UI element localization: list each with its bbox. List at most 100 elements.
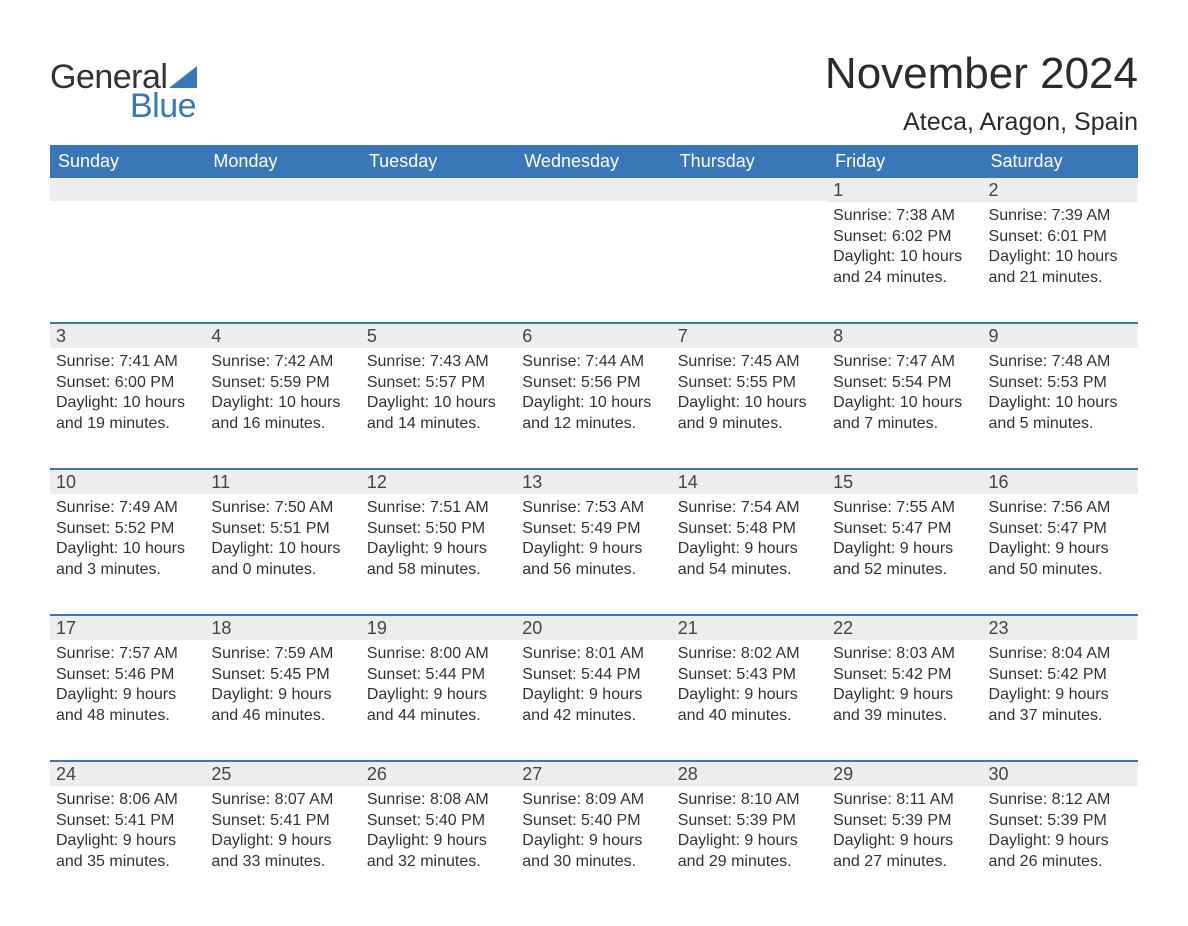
daylight-text: Daylight: 9 hours and 37 minutes. <box>989 685 1132 726</box>
day-number: 12 <box>361 470 516 494</box>
sunrise-text: Sunrise: 7:55 AM <box>833 498 976 518</box>
calendar-day-cell: 23Sunrise: 8:04 AMSunset: 5:42 PMDayligh… <box>983 616 1138 740</box>
weekday-header: Thursday <box>672 145 827 178</box>
day-details <box>205 201 360 211</box>
calendar-day-cell: 2Sunrise: 7:39 AMSunset: 6:01 PMDaylight… <box>983 178 1138 302</box>
daylight-text: Daylight: 9 hours and 39 minutes. <box>833 685 976 726</box>
sunset-text: Sunset: 5:52 PM <box>56 519 199 539</box>
calendar-day-cell: 24Sunrise: 8:06 AMSunset: 5:41 PMDayligh… <box>50 762 205 886</box>
week-spacer <box>50 740 1138 760</box>
daylight-text: Daylight: 9 hours and 50 minutes. <box>989 539 1132 580</box>
calendar-day-cell: 19Sunrise: 8:00 AMSunset: 5:44 PMDayligh… <box>361 616 516 740</box>
day-number: 18 <box>205 616 360 640</box>
sunrise-text: Sunrise: 8:07 AM <box>211 790 354 810</box>
day-details: Sunrise: 7:57 AMSunset: 5:46 PMDaylight:… <box>50 640 205 732</box>
daylight-text: Daylight: 9 hours and 58 minutes. <box>367 539 510 580</box>
day-details: Sunrise: 7:45 AMSunset: 5:55 PMDaylight:… <box>672 348 827 440</box>
sunrise-text: Sunrise: 7:45 AM <box>678 352 821 372</box>
calendar-day-cell: 10Sunrise: 7:49 AMSunset: 5:52 PMDayligh… <box>50 470 205 594</box>
daylight-text: Daylight: 9 hours and 54 minutes. <box>678 539 821 580</box>
day-number: 28 <box>672 762 827 786</box>
daylight-text: Daylight: 10 hours and 14 minutes. <box>367 393 510 434</box>
week-spacer <box>50 302 1138 322</box>
brand-logo: General Blue <box>50 58 197 126</box>
sunset-text: Sunset: 5:43 PM <box>678 665 821 685</box>
brand-text-blue: Blue <box>130 87 197 126</box>
day-number: 8 <box>827 324 982 348</box>
sunset-text: Sunset: 5:39 PM <box>989 811 1132 831</box>
day-number: 25 <box>205 762 360 786</box>
sunrise-text: Sunrise: 7:47 AM <box>833 352 976 372</box>
calendar-day-cell <box>205 178 360 302</box>
calendar-day-cell: 14 Sunrise: 7:54 AMSunset: 5:48 PMDayligh… <box>672 470 827 594</box>
day-details: Sunrise: 8:11 AMSunset: 5:39 PMDaylight:… <box>827 786 982 878</box>
calendar-day-cell: 29Sunrise: 8:11 AMSunset: 5:39 PMDayligh… <box>827 762 982 886</box>
day-details: Sunrise: 7:53 AMSunset: 5:49 PMDaylight:… <box>516 494 671 586</box>
sunset-text: Sunset: 5:45 PM <box>211 665 354 685</box>
sunrise-text: Sunrise: 8:03 AM <box>833 644 976 664</box>
day-details: Sunrise: 7:50 AMSunset: 5:51 PMDaylight:… <box>205 494 360 586</box>
day-number: 7 <box>672 324 827 348</box>
day-details: Sunrise: 7:48 AMSunset: 5:53 PMDaylight:… <box>983 348 1138 440</box>
sunset-text: Sunset: 5:48 PM <box>678 519 821 539</box>
sunrise-text: Sunrise: 7:42 AM <box>211 352 354 372</box>
daylight-text: Daylight: 9 hours and 46 minutes. <box>211 685 354 726</box>
day-details: Sunrise: 7:51 AMSunset: 5:50 PMDaylight:… <box>361 494 516 586</box>
calendar-week: 3Sunrise: 7:41 AMSunset: 6:00 PMDaylight… <box>50 322 1138 448</box>
sunrise-text: Sunrise: 7:57 AM <box>56 644 199 664</box>
sunrise-text: Sunrise: 8:10 AM <box>678 790 821 810</box>
sunset-text: Sunset: 5:55 PM <box>678 373 821 393</box>
day-number: 4 <box>205 324 360 348</box>
calendar-day-cell: 13Sunrise: 7:53 AMSunset: 5:49 PMDayligh… <box>516 470 671 594</box>
day-details: Sunrise: 8:12 AMSunset: 5:39 PMDaylight:… <box>983 786 1138 878</box>
day-details: Sunrise: 7:42 AMSunset: 5:59 PMDaylight:… <box>205 348 360 440</box>
day-details: Sunrise: 8:08 AMSunset: 5:40 PMDaylight:… <box>361 786 516 878</box>
day-number: 1 <box>827 178 982 202</box>
day-details: Sunrise: 8:06 AMSunset: 5:41 PMDaylight:… <box>50 786 205 878</box>
weekday-header: Wednesday <box>516 145 671 178</box>
day-details: Sunrise: 8:04 AMSunset: 5:42 PMDaylight:… <box>983 640 1138 732</box>
daylight-text: Daylight: 10 hours and 7 minutes. <box>833 393 976 434</box>
daylight-text: Daylight: 10 hours and 12 minutes. <box>522 393 665 434</box>
sunrise-text: Sunrise: 7:49 AM <box>56 498 199 518</box>
calendar-week: 10Sunrise: 7:49 AMSunset: 5:52 PMDayligh… <box>50 468 1138 594</box>
daylight-text: Daylight: 9 hours and 48 minutes. <box>56 685 199 726</box>
sunset-text: Sunset: 5:47 PM <box>833 519 976 539</box>
day-number: 15 <box>827 470 982 494</box>
day-number: 21 <box>672 616 827 640</box>
weekday-header: Tuesday <box>361 145 516 178</box>
calendar-week: 17Sunrise: 7:57 AMSunset: 5:46 PMDayligh… <box>50 614 1138 740</box>
day-details: Sunrise: 7:55 AMSunset: 5:47 PMDaylight:… <box>827 494 982 586</box>
calendar-day-cell <box>672 178 827 302</box>
sunrise-text: Sunrise: 7:54 AM <box>678 498 821 518</box>
daylight-text: Daylight: 9 hours and 32 minutes. <box>367 831 510 872</box>
sunrise-text: Sunrise: 8:04 AM <box>989 644 1132 664</box>
daylight-text: Daylight: 10 hours and 3 minutes. <box>56 539 199 580</box>
sunrise-text: Sunrise: 7:51 AM <box>367 498 510 518</box>
sunrise-text: Sunrise: 8:09 AM <box>522 790 665 810</box>
sunrise-text: Sunrise: 7:41 AM <box>56 352 199 372</box>
day-number: 13 <box>516 470 671 494</box>
weekday-header: Friday <box>827 145 982 178</box>
calendar-header-row: Sunday Monday Tuesday Wednesday Thursday… <box>50 145 1138 178</box>
sunset-text: Sunset: 5:42 PM <box>833 665 976 685</box>
day-number <box>516 178 671 201</box>
day-number: 30 <box>983 762 1138 786</box>
day-details: Sunrise: 8:07 AMSunset: 5:41 PMDaylight:… <box>205 786 360 878</box>
calendar-day-cell: 1Sunrise: 7:38 AMSunset: 6:02 PMDaylight… <box>827 178 982 302</box>
day-details: Sunrise: 8:10 AMSunset: 5:39 PMDaylight:… <box>672 786 827 878</box>
day-details: Sunrise: 7:49 AMSunset: 5:52 PMDaylight:… <box>50 494 205 586</box>
week-spacer <box>50 448 1138 468</box>
day-number: 14 <box>672 470 827 494</box>
sunrise-text: Sunrise: 8:01 AM <box>522 644 665 664</box>
calendar-day-cell: 5Sunrise: 7:43 AMSunset: 5:57 PMDaylight… <box>361 324 516 448</box>
day-details: Sunrise: 7:44 AMSunset: 5:56 PMDaylight:… <box>516 348 671 440</box>
sunrise-text: Sunrise: 7:53 AM <box>522 498 665 518</box>
day-number: 6 <box>516 324 671 348</box>
daylight-text: Daylight: 10 hours and 21 minutes. <box>989 247 1132 288</box>
sunrise-text: Sunrise: 7:39 AM <box>989 206 1132 226</box>
sunset-text: Sunset: 5:57 PM <box>367 373 510 393</box>
calendar-day-cell: 15Sunrise: 7:55 AMSunset: 5:47 PMDayligh… <box>827 470 982 594</box>
calendar-day-cell: 17Sunrise: 7:57 AMSunset: 5:46 PMDayligh… <box>50 616 205 740</box>
day-number: 3 <box>50 324 205 348</box>
